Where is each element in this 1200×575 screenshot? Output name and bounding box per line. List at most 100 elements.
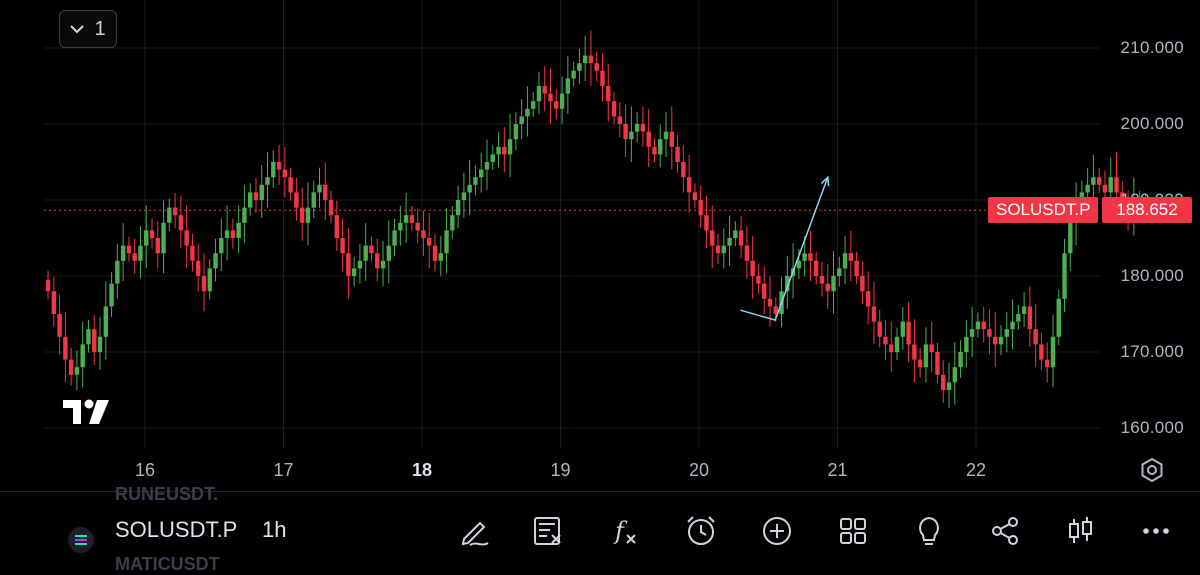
candle-body [178, 215, 184, 231]
candle-body [375, 253, 380, 269]
candle-body [513, 124, 519, 140]
candle-body [652, 146, 657, 155]
candle-body [1033, 329, 1038, 345]
candle-body [334, 215, 340, 238]
solana-icon[interactable] [68, 527, 94, 553]
candle-body [282, 169, 288, 178]
candle-body [542, 86, 547, 94]
x-tick-label: 21 [827, 460, 848, 480]
candle-body [675, 146, 680, 162]
candle-body [92, 329, 97, 352]
candle-body [813, 260, 819, 276]
candle-body [207, 268, 212, 292]
candle-body [63, 336, 68, 360]
candle-body [161, 222, 166, 254]
candle-body [299, 207, 305, 223]
candle-body [317, 184, 322, 193]
candle-body [496, 146, 501, 155]
candle-body [138, 245, 143, 261]
grid-icon[interactable] [835, 513, 871, 549]
y-tick-label: 210.000 [1120, 38, 1184, 57]
candle-body [328, 200, 334, 216]
share-icon[interactable] [987, 513, 1023, 549]
candle-body [126, 245, 132, 254]
candle-body [634, 124, 640, 132]
candle-body [68, 359, 74, 375]
pencil-icon[interactable] [456, 513, 492, 549]
candle-body [369, 245, 374, 254]
candle-body [704, 215, 709, 231]
candle-body [467, 184, 472, 193]
trendline-drawing [740, 176, 829, 321]
candle-body [825, 283, 830, 292]
candle-body [912, 344, 917, 360]
candle-body [721, 245, 726, 254]
candle-body [548, 93, 553, 102]
candle-body [519, 116, 524, 124]
candle-body [311, 192, 316, 208]
candle-body [588, 55, 594, 64]
candle-body [1085, 184, 1090, 193]
candle-body [259, 184, 264, 200]
candle-body [380, 260, 386, 269]
candle-body [1108, 177, 1113, 193]
candle-body [357, 260, 363, 269]
candle-body [941, 374, 946, 390]
candle-body [611, 101, 617, 117]
timeframe-button[interactable]: 1h [262, 517, 287, 542]
candle-body [392, 230, 397, 246]
idea-lightbulb-icon[interactable] [911, 513, 947, 549]
candle-body [1056, 298, 1061, 337]
x-tick-label: 22 [965, 460, 987, 480]
price-chart[interactable] [0, 0, 1200, 490]
candle-body [242, 207, 247, 223]
candle-body [155, 238, 160, 254]
candle-body [288, 177, 293, 193]
candle-body [386, 245, 392, 261]
indicators-fx-icon[interactable]: f [607, 513, 643, 549]
candle-body [51, 291, 57, 314]
candle-body [473, 177, 478, 185]
candle-body [351, 268, 357, 276]
candle-body [923, 344, 929, 368]
candle-body [409, 215, 415, 223]
candle-body [144, 230, 149, 246]
y-tick-label: 170.000 [1120, 342, 1184, 361]
symbol-name-button[interactable]: SOLUSDT.P [115, 517, 238, 542]
candle-body [219, 238, 224, 254]
plus-circle-icon[interactable] [759, 513, 795, 549]
candle-body [929, 344, 934, 352]
candle-body [571, 70, 576, 79]
x-tick-label: 19 [550, 460, 571, 480]
candle-body [594, 63, 599, 71]
alarm-clock-icon[interactable] [683, 513, 719, 549]
candle-body [559, 93, 565, 109]
candle-body [421, 230, 426, 238]
candle-body [819, 276, 825, 284]
chart-area[interactable]: 210.000200.000190.000180.000170.000160.0… [0, 0, 1200, 490]
candle-body [363, 245, 368, 261]
chevron-down-icon [70, 25, 85, 34]
candle-body [230, 230, 236, 238]
candle-body [998, 336, 1004, 345]
candle-body [617, 116, 623, 124]
candle-body [629, 131, 634, 140]
x-tick-label: 17 [273, 460, 294, 480]
candle-body [785, 276, 790, 292]
text-note-icon[interactable] [530, 513, 566, 549]
candle-body [346, 253, 351, 276]
candle-body [582, 55, 588, 64]
candle-type-icon[interactable] [1062, 513, 1098, 549]
candle-body [750, 260, 755, 276]
candle-body [120, 245, 126, 261]
candle-body [109, 283, 114, 307]
candle-body [224, 230, 230, 238]
pane-collapse-button[interactable]: 1 [59, 10, 117, 48]
last-price-label: 188.652 [1102, 197, 1192, 223]
chart-settings-icon[interactable] [1138, 456, 1166, 484]
candle-body [149, 230, 155, 238]
candle-body [530, 101, 536, 109]
more-dots-icon[interactable] [1138, 513, 1174, 549]
candle-body [236, 222, 241, 238]
candle-body [917, 359, 923, 368]
